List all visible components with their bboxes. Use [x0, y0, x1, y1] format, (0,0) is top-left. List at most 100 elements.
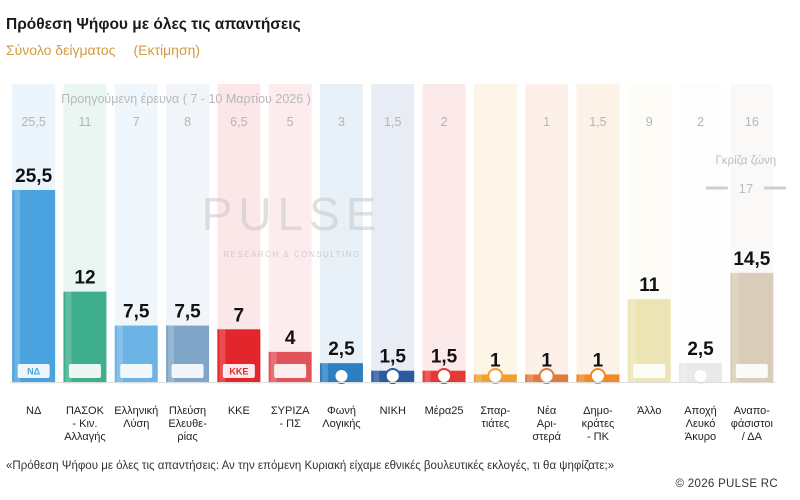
bar-highlight	[321, 363, 328, 382]
party-logo-icon	[274, 364, 307, 378]
value-label: 1	[541, 350, 552, 371]
category-label: Αρι-	[537, 418, 557, 430]
bar-highlight	[219, 329, 226, 382]
party-logo-icon	[333, 368, 350, 384]
bar-highlight	[475, 374, 482, 382]
previous-value-label: 2	[697, 115, 704, 129]
party-logo-icon	[436, 368, 453, 384]
party-logo-icon	[633, 364, 666, 378]
category-label: Φωνή	[327, 405, 356, 417]
bar-highlight	[14, 190, 21, 382]
bar-highlight	[527, 374, 534, 382]
category-label: Αναπο-	[734, 405, 771, 417]
survey-question: «Πρόθεση Ψήφου με όλες τις απαντήσεις: Α…	[6, 460, 615, 472]
category-label: Πλεύση	[169, 405, 206, 417]
bar-highlight	[578, 374, 585, 382]
category-label: ρίας	[177, 431, 197, 443]
subtitle-estimate: (Εκτίμηση)	[133, 42, 201, 58]
value-label: 2,5	[687, 339, 714, 360]
category-label: Νέα	[537, 405, 557, 417]
value-label: 1	[490, 350, 501, 371]
bar-highlight	[681, 363, 688, 382]
value-label: 7	[234, 305, 245, 326]
party-logo-icon	[222, 364, 255, 378]
party-logo-text: ΚΚΕ	[229, 367, 248, 377]
party-logo-icon	[692, 368, 709, 384]
previous-value-label: 3	[338, 115, 345, 129]
chart-title: Πρόθεση Ψήφου με όλες τις απαντήσεις	[6, 16, 301, 33]
previous-value-label: 11	[78, 115, 91, 129]
value-label: 7,5	[174, 302, 201, 323]
subtitle-sample: Σύνολο δείγματος	[6, 42, 116, 58]
category-label: φάσιστοι	[731, 418, 774, 430]
category-label: ΝΙΚΗ	[380, 405, 406, 417]
value-label: 25,5	[15, 166, 52, 187]
category-label: ΚΚΕ	[228, 405, 250, 417]
category-label: Ελληνική	[114, 405, 158, 417]
category-label: - ΠΣ	[279, 418, 301, 430]
party-logo-icon	[735, 364, 768, 378]
background-column	[679, 84, 723, 384]
party-logo-icon	[68, 364, 101, 378]
previous-value-label: 1,5	[589, 115, 606, 129]
party-logo-icon	[171, 364, 204, 378]
category-label: Λογικής	[322, 418, 360, 430]
background-column	[473, 84, 517, 384]
category-label: Σπαρ-	[480, 405, 510, 417]
previous-value-label: 6,5	[230, 115, 247, 129]
previous-value-label: 5	[287, 115, 294, 129]
party-logo-icon	[120, 364, 153, 378]
value-label: 7,5	[123, 302, 150, 323]
previous-value-label: 8	[184, 115, 191, 129]
category-label: - ΠΚ	[587, 431, 610, 443]
bar-highlight	[373, 370, 380, 382]
previous-value-label: 9	[646, 115, 653, 129]
bar-highlight	[732, 272, 739, 382]
category-label: Αλλαγής	[64, 431, 105, 443]
category-label: Δημο-	[583, 405, 613, 417]
background-column	[371, 84, 415, 384]
background-column	[525, 84, 569, 384]
gray-zone-label: Γκρίζα ζώνη	[715, 155, 776, 167]
gray-zone-value: 17	[739, 181, 753, 196]
party-logo-text: ΝΔ	[27, 367, 40, 377]
previous-value-label: 1,5	[384, 115, 401, 129]
category-label: Μέρα25	[425, 405, 464, 417]
value-label: 2,5	[328, 339, 355, 360]
watermark-tagline: RESEARCH & CONSULTING	[223, 250, 361, 259]
value-label: 1,5	[431, 347, 458, 368]
party-logo-icon	[384, 368, 401, 384]
category-label: ΝΔ	[26, 405, 42, 417]
bar-highlight	[270, 351, 277, 382]
category-label: - Κιν.	[72, 418, 97, 430]
value-label: 1	[593, 350, 604, 371]
bar-highlight	[116, 325, 123, 382]
copyright: © 2026 PULSE RC	[675, 478, 778, 490]
previous-value-label: 1	[543, 115, 550, 129]
category-label: Άλλο	[637, 405, 661, 417]
category-label: Λευκό	[686, 418, 716, 430]
previous-value-label: 2	[441, 115, 448, 129]
background-column	[319, 84, 363, 384]
watermark-logo: PULSE	[202, 188, 383, 240]
value-label: 1,5	[380, 347, 407, 368]
previous-value-label: 25,5	[21, 115, 45, 129]
background-column	[422, 84, 466, 384]
category-label: ΠΑΣΟΚ	[66, 405, 105, 417]
previous-value-label: 16	[745, 115, 759, 129]
category-label: Λύση	[123, 418, 149, 430]
bar	[12, 190, 56, 382]
bar-highlight	[424, 370, 431, 382]
previous-value-label: 7	[133, 115, 140, 129]
category-label: Άκυρο	[685, 431, 716, 443]
background-column	[268, 84, 312, 384]
category-label: Ελευθε-	[168, 418, 207, 430]
value-label: 11	[639, 275, 660, 296]
category-label: ΣΥΡΙΖΑ	[271, 405, 310, 417]
background-column	[576, 84, 620, 384]
category-label: τιάτες	[481, 418, 509, 430]
bar-highlight	[629, 299, 636, 382]
previous-survey-label: Προηγούμενη έρευνα ( 7 - 10 Μαρτίου 2026…	[61, 92, 311, 106]
category-label: κράτες	[582, 418, 615, 430]
value-label: 4	[285, 328, 296, 349]
